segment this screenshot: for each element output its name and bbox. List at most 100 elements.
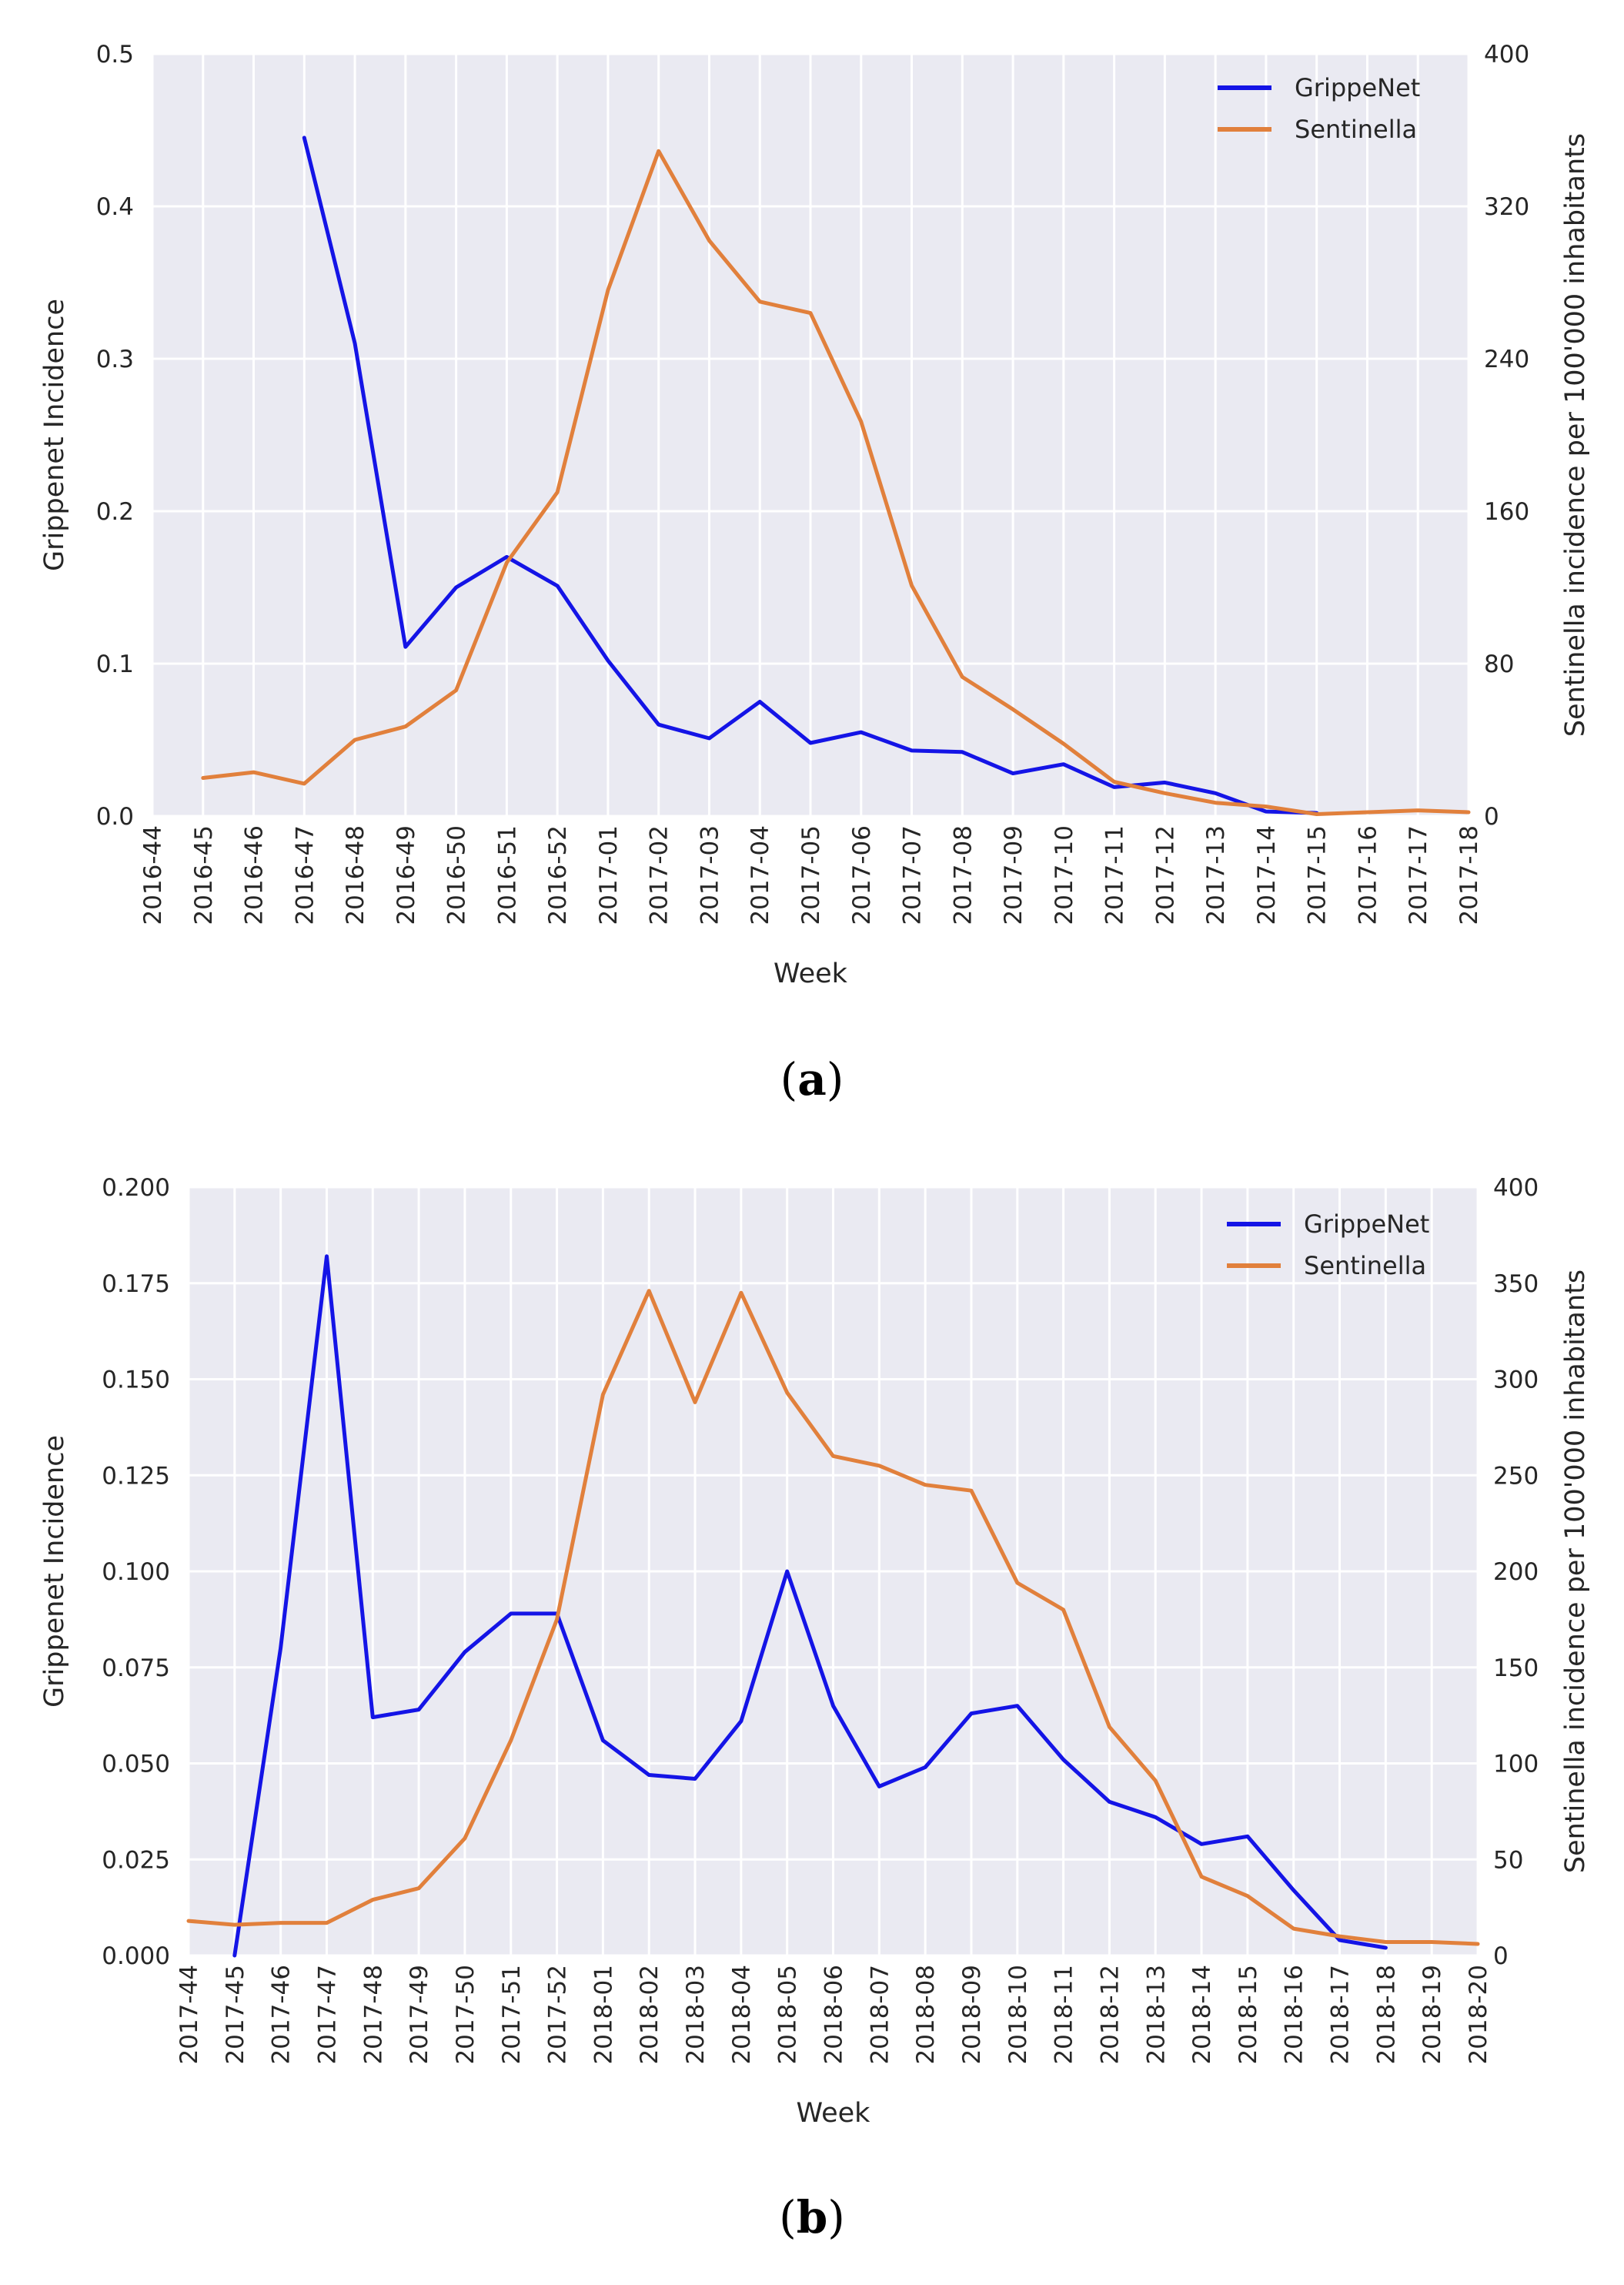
x-tick-label: 2018-15 [1235, 1965, 1262, 2065]
y-right-tick-label: 400 [1484, 41, 1529, 69]
y-left-tick-label: 0.0 [96, 803, 134, 831]
x-tick-label: 2017-52 [544, 1965, 572, 2065]
y-right-tick-label: 100 [1493, 1751, 1539, 1778]
y-left-tick-label: 0.125 [102, 1462, 170, 1490]
legend-label-grippenet: GrippeNet [1304, 1209, 1429, 1239]
legend-label-sentinella: Sentinella [1295, 115, 1417, 144]
y-right-tick-label: 0 [1484, 803, 1499, 831]
y-left-tick-label: 0.025 [102, 1846, 170, 1874]
y-right-tick-label: 0 [1493, 1942, 1509, 1970]
y-right-tick-label: 200 [1493, 1558, 1539, 1586]
y-left-axis-title: Grippenet Incidence [39, 1435, 70, 1708]
x-tick-label: 2017-12 [1151, 825, 1179, 925]
x-tick-label: 2017-51 [498, 1965, 526, 2065]
x-tick-label: 2017-46 [268, 1965, 296, 2065]
legend-label-sentinella: Sentinella [1304, 1251, 1426, 1280]
x-tick-label: 2016-51 [493, 825, 521, 925]
x-tick-label: 2017-11 [1101, 825, 1129, 925]
x-tick-label: 2017-50 [452, 1965, 480, 2065]
series-line-sentinella [201, 149, 1471, 816]
x-tick-label: 2018-06 [820, 1965, 848, 2065]
y-left-tick-label: 0.5 [96, 41, 134, 69]
y-left-tick-label: 0.175 [102, 1270, 170, 1298]
x-tick-label: 2018-13 [1142, 1965, 1170, 2065]
caption-open-paren: ( [780, 1053, 798, 1106]
panel-caption: (b) [779, 2191, 845, 2243]
x-tick-label: 2017-02 [646, 825, 673, 925]
y-right-tick-label: 300 [1493, 1367, 1539, 1394]
chart-panel-b: 2017-44 2017-45 2017-46 2017-47 2017-48 2017-… [39, 1174, 1591, 2243]
x-axis-title: Week [797, 2098, 871, 2129]
y-left-tick-label: 0.2 [96, 498, 134, 526]
y-left-tick-label: 0.150 [102, 1367, 170, 1394]
x-tick-label: 2016-47 [291, 825, 319, 925]
caption-letter: b [797, 2191, 828, 2243]
x-tick-label: 2018-11 [1051, 1965, 1078, 2065]
legend-label-grippenet: GrippeNet [1295, 73, 1420, 102]
y-left-tick-label: 0.200 [102, 1174, 170, 1202]
x-tick-label: 2017-09 [1000, 825, 1028, 925]
x-tick-label: 2018-01 [590, 1965, 617, 2065]
x-tick-label: 2017-15 [1304, 825, 1332, 925]
x-tick-label: 2016-45 [190, 825, 218, 925]
caption-close-paren: ) [827, 1053, 844, 1106]
x-tick-label: 2018-04 [728, 1965, 756, 2065]
chart-panel-a: 2016-44 2016-45 2016-46 2016-47 2016-48 2016-… [39, 41, 1591, 1106]
y-left-axis-title: Grippenet Incidence [39, 299, 70, 571]
x-tick-label: 2017-16 [1354, 825, 1382, 925]
x-tick-label: 2018-10 [1004, 1965, 1032, 2065]
x-tick-label: 2018-09 [958, 1965, 986, 2065]
series-line-grippenet [302, 135, 1319, 815]
y-right-tick-label: 250 [1493, 1462, 1539, 1490]
y-right-tick-label: 80 [1484, 651, 1514, 678]
x-tick-label: 2017-03 [696, 825, 723, 925]
y-left-tick-label: 0.050 [102, 1751, 170, 1778]
x-tick-label: 2018-08 [912, 1965, 940, 2065]
y-left-tick-label: 0.100 [102, 1558, 170, 1586]
y-right-axis-title: Sentinella incidence per 100'000 inhabit… [1560, 1270, 1591, 1873]
x-tick-label: 2018-03 [682, 1965, 710, 2065]
y-left-tick-label: 0.4 [96, 193, 134, 221]
x-tick-label: 2016-48 [342, 825, 369, 925]
x-tick-label: 2017-49 [406, 1965, 433, 2065]
panel-caption: (a) [780, 1053, 844, 1106]
x-tick-label: 2017-18 [1455, 825, 1483, 925]
x-tick-label: 2018-19 [1418, 1965, 1446, 2065]
x-tick-label: 2017-47 [313, 1965, 341, 2065]
x-tick-label: 2016-49 [393, 825, 420, 925]
x-tick-label: 2017-06 [848, 825, 876, 925]
y-right-tick-label: 350 [1493, 1270, 1539, 1298]
series-line-grippenet [232, 1254, 1388, 1958]
series-line-sentinella [186, 1289, 1480, 1946]
x-tick-label: 2016-46 [241, 825, 269, 925]
x-tick-label: 2018-17 [1327, 1965, 1355, 2065]
x-tick-label: 2016-50 [443, 825, 471, 925]
x-tick-label: 2017-07 [899, 825, 927, 925]
x-tick-label: 2017-10 [1051, 825, 1078, 925]
x-tick-label: 2017-13 [1202, 825, 1230, 925]
x-tick-label: 2018-07 [866, 1965, 894, 2065]
y-left-tick-label: 0.000 [102, 1942, 170, 1970]
x-tick-label: 2018-14 [1188, 1965, 1216, 2065]
y-right-axis-title: Sentinella incidence per 100'000 inhabit… [1560, 133, 1591, 737]
x-tick-label: 2017-08 [949, 825, 977, 925]
y-left-tick-label: 0.075 [102, 1654, 170, 1682]
y-left-tick-label: 0.3 [96, 346, 134, 373]
x-tick-label: 2017-04 [747, 825, 774, 925]
caption-letter: a [797, 1053, 827, 1106]
x-tick-label: 2017-14 [1253, 825, 1281, 925]
y-right-tick-label: 400 [1493, 1174, 1539, 1202]
y-right-tick-label: 320 [1484, 193, 1529, 221]
x-tick-label: 2016-52 [544, 825, 572, 925]
x-tick-label: 2018-02 [636, 1965, 663, 2065]
x-tick-label: 2018-18 [1372, 1965, 1400, 2065]
x-tick-label: 2017-05 [797, 825, 825, 925]
x-tick-label: 2016-44 [139, 825, 167, 925]
x-tick-label: 2018-20 [1465, 1965, 1492, 2065]
x-tick-label: 2018-12 [1096, 1965, 1124, 2065]
caption-open-paren: ( [779, 2191, 797, 2243]
x-tick-label: 2017-44 [175, 1965, 203, 2065]
caption-close-paren: ) [827, 2191, 845, 2243]
x-tick-label: 2017-48 [359, 1965, 387, 2065]
y-right-tick-label: 160 [1484, 498, 1529, 526]
